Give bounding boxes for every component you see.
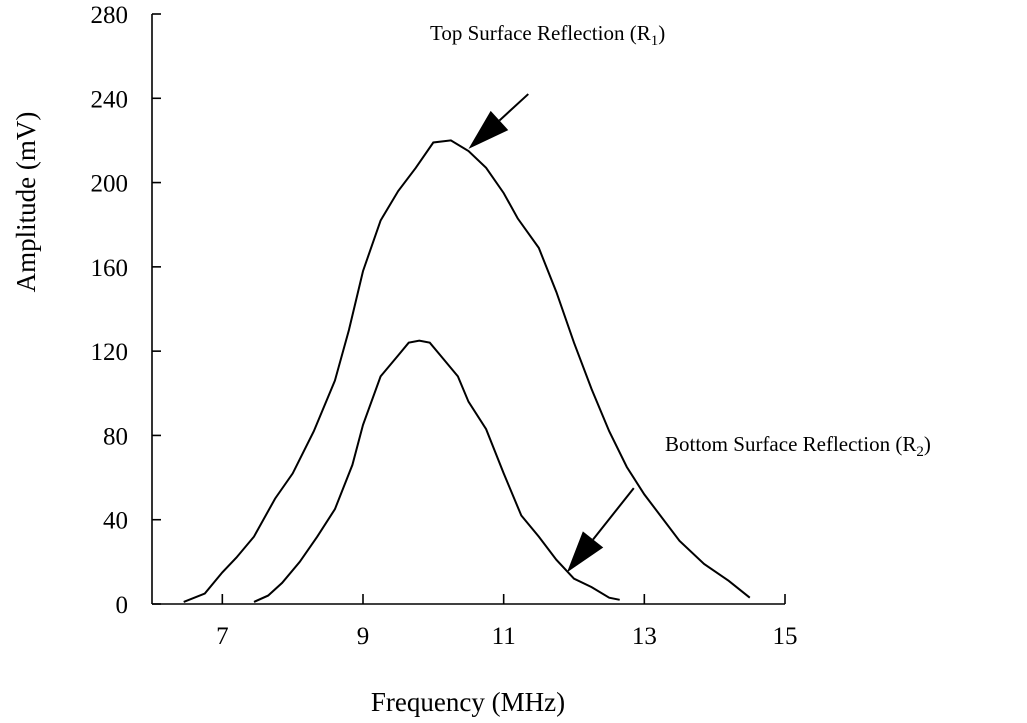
y-tick-label-200: 200	[91, 171, 129, 198]
y-tick-label-40: 40	[103, 508, 128, 535]
x-tick-label-11: 11	[492, 623, 516, 650]
annotation-label-bottom: Bottom Surface Reflection (R2)	[665, 432, 931, 460]
series-line-bottom	[253, 339, 620, 603]
x-axis-title: Frequency (MHz)	[371, 687, 565, 717]
x-tick-label-7: 7	[216, 623, 229, 650]
annotation-arrow-top	[498, 93, 529, 122]
series-curves	[183, 139, 751, 603]
annotation-arrow-bottom	[592, 487, 635, 541]
x-tick-label-9: 9	[357, 623, 370, 650]
y-tick-label-240: 240	[91, 86, 129, 113]
annotation-label-top: Top Surface Reflection (R1)	[430, 21, 665, 49]
y-tick-label-80: 80	[103, 423, 128, 450]
annotation-arrowhead-top	[468, 110, 509, 149]
annotation-arrowhead-bottom	[566, 531, 604, 573]
x-ticks: 7 9 11 13 15	[216, 594, 798, 650]
y-tick-label-280: 280	[91, 2, 129, 29]
x-tick-label-13: 13	[632, 623, 657, 650]
y-ticks: 0 40 80 120 160 200 240 280	[91, 2, 161, 619]
y-tick-label-120: 120	[91, 339, 129, 366]
axes	[151, 14, 785, 605]
annotations: Top Surface Reflection (R1) Bottom Surfac…	[430, 21, 931, 573]
y-axis-title: Amplitude (mV)	[11, 112, 41, 293]
series-line-top	[183, 139, 751, 603]
y-tick-label-160: 160	[91, 255, 129, 282]
y-tick-label-0: 0	[116, 592, 129, 619]
x-tick-label-15: 15	[773, 623, 798, 650]
